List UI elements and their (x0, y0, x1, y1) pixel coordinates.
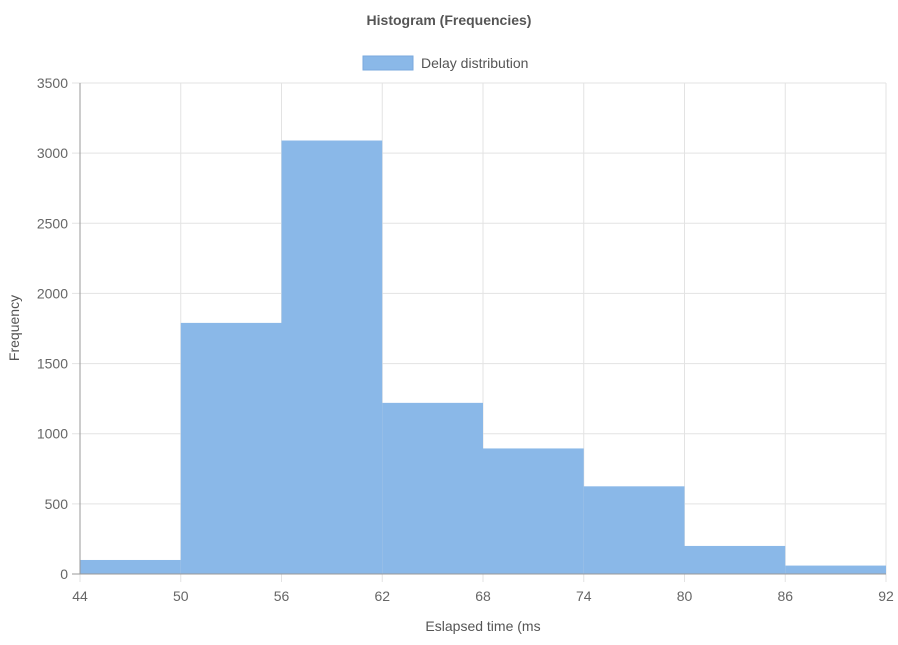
legend-swatch (362, 55, 414, 71)
x-tick-label: 62 (374, 588, 390, 604)
histogram-bar[interactable] (180, 322, 282, 574)
histogram-bar[interactable] (684, 545, 786, 574)
x-tick-label: 80 (677, 588, 693, 604)
bars (80, 140, 886, 574)
y-axis-label: Frequency (6, 295, 22, 361)
chart-title: Histogram (Frequencies) (367, 12, 532, 28)
y-tick-label: 2500 (37, 215, 68, 231)
axes (72, 83, 886, 575)
x-tick-label: 44 (72, 588, 88, 604)
y-tick-label: 0 (60, 566, 68, 582)
histogram-bar[interactable] (785, 565, 886, 574)
x-tick-label: 50 (173, 588, 189, 604)
histogram-bar[interactable] (382, 402, 483, 574)
x-tick-label: 68 (475, 588, 491, 604)
y-tick-label: 1500 (37, 356, 68, 372)
tick-labels: 0 500 1000 1500 2000 2500 3000 3500 44 50 56 62 68 74… (37, 75, 894, 604)
histogram-bar[interactable] (583, 486, 685, 574)
legend[interactable]: Delay distribution (362, 55, 528, 71)
x-tick-label: 86 (777, 588, 793, 604)
y-tick-label: 500 (45, 496, 69, 512)
legend-label: Delay distribution (421, 55, 528, 71)
y-tick-label: 3500 (37, 75, 68, 91)
histogram-bar[interactable] (281, 140, 383, 574)
x-tick-label: 74 (576, 588, 592, 604)
y-tick-label: 2000 (37, 285, 68, 301)
x-axis-label: Eslapsed time (ms (425, 618, 540, 634)
y-tick-label: 3000 (37, 145, 68, 161)
histogram-bar[interactable] (80, 559, 181, 574)
x-tick-label: 92 (878, 588, 894, 604)
x-tick-label: 56 (274, 588, 290, 604)
y-tick-label: 1000 (37, 426, 68, 442)
histogram-bar[interactable] (483, 448, 584, 574)
